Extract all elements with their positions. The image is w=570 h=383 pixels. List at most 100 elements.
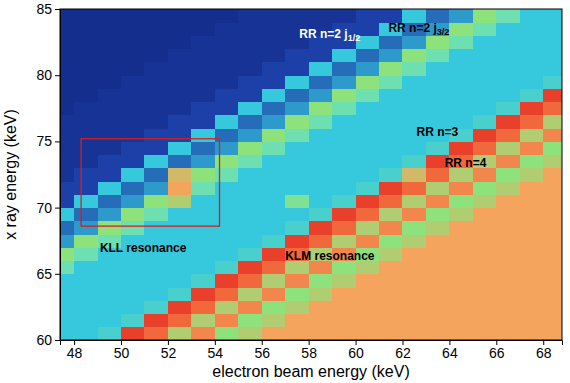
x-tick: 54 xyxy=(208,340,224,361)
heat-cell xyxy=(356,221,380,235)
heat-cell xyxy=(191,221,215,235)
heat-cell xyxy=(191,234,215,248)
annotation-subscript: 1/2 xyxy=(348,34,361,44)
heat-cell xyxy=(449,247,473,261)
heat-cell xyxy=(144,9,168,23)
heat-cell xyxy=(74,115,98,129)
heat-cell xyxy=(60,208,75,222)
y-tick-label: 70 xyxy=(36,200,52,216)
heat-cell xyxy=(473,128,497,142)
heat-cell xyxy=(520,221,544,235)
heat-cell xyxy=(144,102,168,116)
chart: 4850525456586062646668606570758085electr… xyxy=(0,0,570,383)
heat-cell xyxy=(74,194,98,208)
heat-cell xyxy=(238,274,262,288)
heat-cell xyxy=(98,327,122,340)
heat-cell xyxy=(191,62,215,76)
heat-cell xyxy=(426,88,450,102)
heat-cell xyxy=(543,300,562,314)
heat-cell xyxy=(402,300,426,314)
heat-cell xyxy=(144,314,168,328)
heat-cell xyxy=(144,274,168,288)
heat-cell xyxy=(285,128,309,142)
heat-cell xyxy=(74,261,98,275)
heat-cell xyxy=(60,181,75,195)
heat-cell xyxy=(402,234,426,248)
heat-cell xyxy=(285,234,309,248)
heat-cell xyxy=(426,62,450,76)
heat-cell xyxy=(449,181,473,195)
heat-cell xyxy=(262,208,286,222)
heat-cell xyxy=(543,9,562,23)
annotation-text: KLL resonance xyxy=(100,241,187,255)
heat-cell xyxy=(285,274,309,288)
heat-cell xyxy=(449,35,473,49)
heat-cell xyxy=(238,22,262,36)
heat-cell xyxy=(543,234,562,248)
heat-cell xyxy=(379,62,403,76)
heat-cell xyxy=(520,234,544,248)
heat-cell xyxy=(379,141,403,155)
heat-cell xyxy=(332,9,356,23)
heat-cell xyxy=(332,314,356,328)
heat-cell xyxy=(238,128,262,142)
heat-cell xyxy=(238,155,262,169)
heat-cell xyxy=(543,22,562,36)
heat-cell xyxy=(356,314,380,328)
heat-cell xyxy=(356,155,380,169)
heat-cell xyxy=(449,234,473,248)
heat-cell xyxy=(473,327,497,340)
heat-cell xyxy=(60,300,75,314)
heat-cell xyxy=(238,115,262,129)
heat-cell xyxy=(449,9,473,23)
y-tick: 75 xyxy=(36,133,60,149)
heat-cell xyxy=(426,141,450,155)
heat-cell xyxy=(496,274,520,288)
heat-cell xyxy=(74,168,98,182)
heat-cell xyxy=(215,247,239,261)
heat-cell xyxy=(285,208,309,222)
x-tick: 52 xyxy=(161,340,177,361)
heat-cell xyxy=(168,49,192,63)
heat-cell xyxy=(60,128,75,142)
heat-cell xyxy=(74,247,98,261)
heat-cell xyxy=(332,194,356,208)
heat-cell xyxy=(74,141,98,155)
x-axis-title: electron beam energy (keV) xyxy=(212,363,409,380)
heat-cell xyxy=(356,49,380,63)
heat-cell xyxy=(379,88,403,102)
heat-cell xyxy=(168,261,192,275)
heat-cell xyxy=(121,62,145,76)
heat-cell xyxy=(215,75,239,89)
heat-cell xyxy=(60,247,75,261)
heat-cell xyxy=(473,9,497,23)
heat-cell xyxy=(520,261,544,275)
heat-cell xyxy=(215,49,239,63)
heat-cell xyxy=(356,300,380,314)
heat-cell xyxy=(238,300,262,314)
heat-cell xyxy=(402,221,426,235)
heat-cell xyxy=(379,128,403,142)
heat-cell xyxy=(309,128,333,142)
heat-cell xyxy=(191,115,215,129)
heat-cell xyxy=(191,300,215,314)
heat-cell xyxy=(496,247,520,261)
heat-cell xyxy=(98,261,122,275)
heat-cell xyxy=(379,102,403,116)
heat-cell xyxy=(473,62,497,76)
heat-cell xyxy=(426,208,450,222)
heat-cell xyxy=(309,221,333,235)
heat-cell xyxy=(426,247,450,261)
heat-cell xyxy=(426,194,450,208)
heat-cell xyxy=(262,102,286,116)
heat-cell xyxy=(309,115,333,129)
heat-cell xyxy=(144,261,168,275)
heat-cell xyxy=(215,261,239,275)
heat-cell xyxy=(379,75,403,89)
heat-cell xyxy=(309,102,333,116)
heat-cell xyxy=(520,75,544,89)
heat-cell xyxy=(191,261,215,275)
heat-cell xyxy=(520,88,544,102)
heat-cell xyxy=(215,287,239,301)
heat-cell xyxy=(285,168,309,182)
